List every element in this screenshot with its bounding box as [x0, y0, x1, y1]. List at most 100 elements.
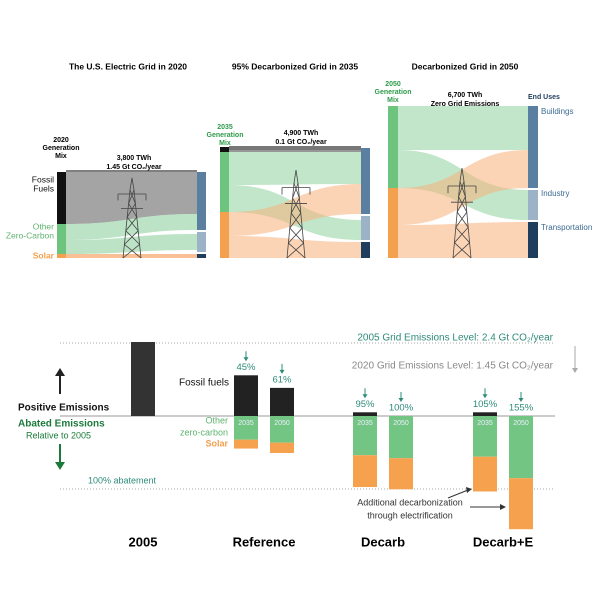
- bar-year: 2035: [357, 420, 373, 427]
- bar-other: [389, 416, 413, 459]
- abatement-pct: 100%: [389, 403, 414, 414]
- source-label: Zero-Carbon: [6, 230, 54, 240]
- bar-other: [473, 416, 497, 457]
- source-bar: [220, 147, 229, 152]
- abatement-pct: 45%: [236, 362, 256, 373]
- bar-year: 2035: [477, 420, 493, 427]
- arrow-head: [500, 504, 506, 510]
- pct-arrow-head: [279, 369, 285, 374]
- arrow-head: [466, 487, 472, 493]
- abatement-pct: 61%: [272, 374, 292, 385]
- mix-label: Generation: [43, 145, 80, 152]
- abated-label: Abated Emissions: [18, 419, 105, 430]
- bar-solar: [473, 456, 497, 492]
- stats: 0.1 Gt CO₂/year: [275, 139, 327, 146]
- bar-year: 2050: [393, 420, 409, 427]
- abatement-label: 100% abatement: [88, 475, 157, 485]
- use-bar: [528, 106, 538, 188]
- tower: [447, 167, 477, 259]
- panel-title: Decarbonized Grid in 2050: [412, 61, 519, 71]
- tower: [281, 169, 311, 259]
- bar-solar: [270, 442, 294, 453]
- flow: [398, 106, 528, 150]
- tower: [117, 177, 147, 259]
- source-bar: [57, 254, 66, 258]
- group-label: Decarb: [361, 534, 405, 549]
- bar-solar: [389, 458, 413, 490]
- bar-other: [353, 416, 377, 456]
- mix-label: Mix: [55, 153, 67, 160]
- group-label: Reference: [233, 534, 296, 549]
- pct-arrow-head: [518, 398, 524, 402]
- source-bar: [388, 188, 398, 258]
- end-use-label: Buildings: [541, 107, 573, 116]
- bar-year: 2050: [513, 420, 529, 427]
- end-uses-title: End Uses: [528, 94, 560, 101]
- mix-label: Generation: [207, 132, 244, 139]
- mix-label: Mix: [387, 97, 399, 104]
- mix-label: Mix: [219, 140, 231, 147]
- legend-other: Other: [205, 415, 228, 425]
- abatement-pct: 105%: [473, 399, 498, 410]
- use-bar: [197, 172, 206, 230]
- use-bar: [528, 222, 538, 258]
- source-bar: [220, 152, 229, 212]
- mix-label: 2050: [385, 81, 401, 88]
- pct-arrow-head: [362, 394, 368, 399]
- use-bar: [197, 254, 206, 258]
- end-use-label: Industry: [541, 189, 569, 198]
- tower-frame: [452, 167, 472, 259]
- bar-other: [270, 416, 294, 443]
- source-label: Other: [33, 221, 54, 231]
- bar-other: [509, 416, 533, 479]
- bar-year: 2035: [238, 420, 254, 427]
- arrow-head: [572, 368, 578, 373]
- panel-title: 95% Decarbonized Grid in 2035: [232, 61, 358, 71]
- end-use-label: Transportation: [541, 223, 592, 232]
- note: through electrification: [367, 510, 453, 520]
- flow: [229, 152, 361, 185]
- mix-label: 2020: [53, 137, 69, 144]
- source-label: Fuels: [33, 183, 54, 193]
- bar-solar: [234, 439, 258, 449]
- source-bar: [57, 172, 66, 224]
- panel-title: The U.S. Electric Grid in 2020: [69, 61, 187, 71]
- pct-arrow-head: [243, 357, 249, 362]
- bar-solar: [353, 455, 377, 488]
- top-band: [229, 146, 361, 150]
- use-bar: [361, 216, 370, 240]
- flow: [66, 172, 197, 224]
- flow: [229, 184, 361, 236]
- tower-lattice: [452, 181, 472, 259]
- mix-label: Generation: [375, 89, 412, 96]
- level-2020: 2020 Grid Emissions Level: 1.45 Gt CO₂/y…: [352, 361, 554, 372]
- group-label: Decarb+E: [473, 534, 534, 549]
- group-label: 2005: [129, 534, 158, 549]
- flow: [229, 236, 361, 258]
- tower-lattice: [122, 189, 142, 259]
- flow: [66, 234, 197, 254]
- bar-fossil: [234, 375, 258, 416]
- use-bar: [361, 242, 370, 258]
- tower-frame: [286, 169, 306, 259]
- stats: 3,800 TWh: [117, 155, 152, 162]
- bar-fossil: [270, 387, 294, 416]
- source-bar: [388, 106, 398, 188]
- bar-solar: [509, 478, 533, 530]
- flow: [66, 214, 197, 240]
- stats: 6,700 TWh: [448, 92, 483, 99]
- flow: [398, 150, 528, 225]
- source-bar: [220, 212, 229, 258]
- stats: 4,900 TWh: [284, 130, 319, 137]
- mix-label: 2035: [217, 124, 233, 131]
- source-label: Fossil: [32, 174, 54, 184]
- source-bar: [57, 224, 66, 254]
- flow: [398, 222, 528, 258]
- arrow: [447, 489, 469, 499]
- positive-label: Positive Emissions: [18, 403, 110, 414]
- arrow-head: [55, 462, 65, 470]
- flow: [66, 254, 197, 258]
- arrow-head: [55, 368, 65, 376]
- bar-other: [234, 416, 258, 440]
